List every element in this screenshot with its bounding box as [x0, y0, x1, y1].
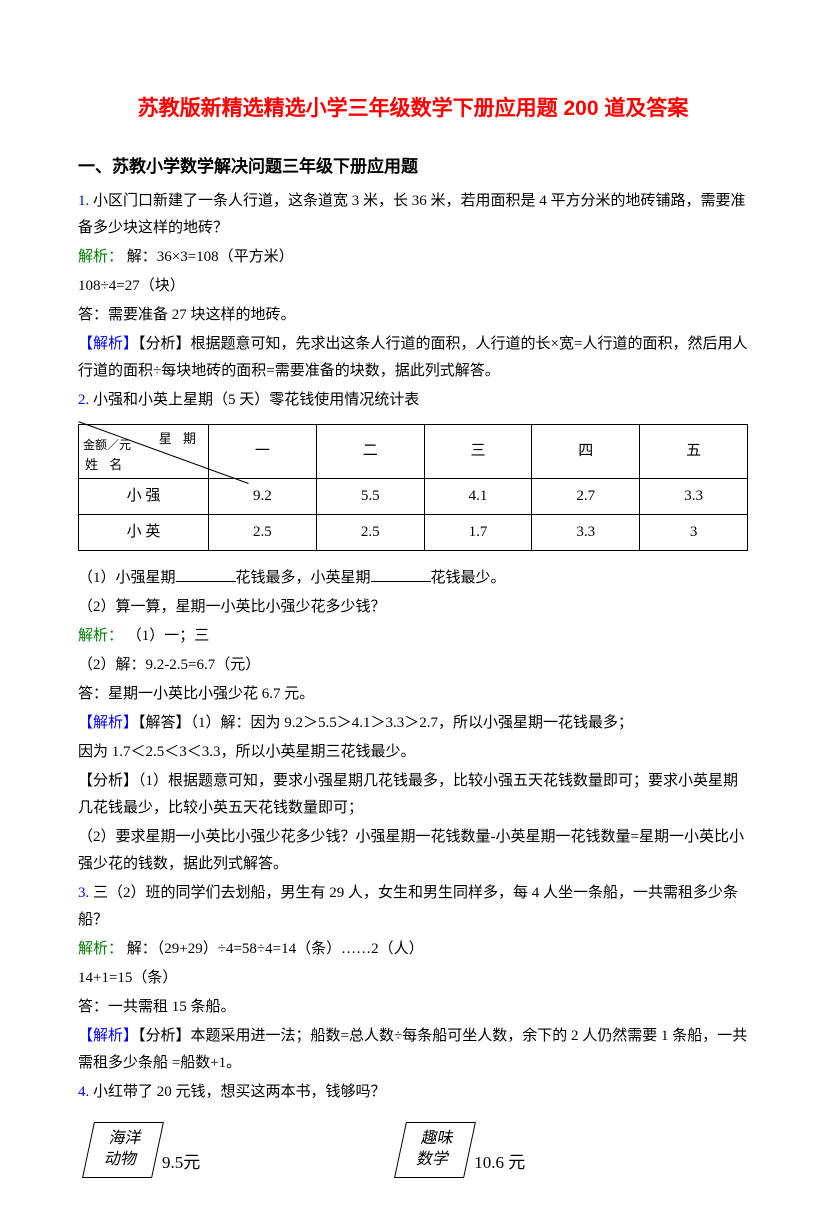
q3-text: 三（2）班的同学们去划船，男生有 29 人，女生和男生同样多，每 4 人坐一条船… [78, 885, 738, 928]
book-line2: 数学 [415, 1150, 451, 1171]
section-heading: 一、苏教小学数学解决问题三年级下册应用题 [78, 152, 748, 183]
row-name: 小 强 [79, 479, 209, 515]
q3-number: 3. [78, 885, 89, 901]
cell: 4.1 [424, 479, 532, 515]
diag-bot: 姓 名 [85, 453, 126, 476]
book-line1: 趣味 [419, 1130, 455, 1151]
q2-explain2: 因为 1.7＜2.5＜3＜3.3，所以小英星期三花钱最少。 [78, 739, 748, 766]
book-icon: 海洋 动物 [82, 1122, 164, 1178]
cell: 2.5 [316, 515, 424, 551]
q2-sub2: （2）算一算，星期一小英比小强少花多少钱？ [78, 594, 748, 621]
blank-field[interactable] [176, 567, 236, 582]
explain-label: 【解析】 [78, 336, 138, 352]
q2-sub1-b: 花钱最多，小英星期 [236, 570, 371, 586]
analysis-label: 解析： [78, 249, 123, 265]
analysis-label: 解析： [78, 628, 123, 644]
q1-step2: 108÷4=27（块） [78, 273, 748, 300]
cell: 2.7 [532, 479, 640, 515]
analysis-label: 解析： [78, 941, 123, 957]
col-header: 一 [209, 425, 317, 479]
q2-ans1: 解析： （1）一；三 [78, 623, 748, 650]
blank-field[interactable] [371, 567, 431, 582]
q1-explain: 【解析】【分析】根据题意可知，先求出这条人行道的面积，人行道的长×宽=人行道的面… [78, 331, 748, 385]
cell: 5.5 [316, 479, 424, 515]
q2-text: 小强和小英上星期（5 天）零花钱使用情况统计表 [93, 392, 419, 408]
q3-answer: 答：一共需租 15 条船。 [78, 994, 748, 1021]
book-item: 海洋 动物 9.5元 [88, 1122, 200, 1178]
q1-text: 小区门口新建了一条人行道，这条道宽 3 米，长 36 米，若用面积是 4 平方分… [78, 193, 746, 236]
explain-label: 【解析】 [78, 715, 138, 731]
page-title: 苏教版新精选精选小学三年级数学下册应用题 200 道及答案 [78, 90, 748, 128]
table-diag-header: 星 期 金额／元 姓 名 [79, 425, 209, 479]
q2-ans2a: （2）解：9.2-2.5=6.7（元） [78, 652, 748, 679]
q3-explain: 【解析】【分析】本题采用进一法；船数=总人数÷每条船可坐人数，余下的 2 人仍然… [78, 1023, 748, 1077]
q2-sub1-c: 花钱最少。 [431, 570, 506, 586]
q1-number: 1. [78, 193, 89, 209]
book-price: 9.5元 [162, 1148, 200, 1179]
q2-number: 2. [78, 392, 89, 408]
explain-label: 【解析】 [78, 1028, 138, 1044]
book-line2: 动物 [103, 1150, 139, 1171]
book-price: 10.6 元 [474, 1148, 525, 1179]
q1-analysis: 解析： 解：36×3=108（平方米） [78, 244, 748, 271]
q1-explain-text: 【分析】根据题意可知，先求出这条人行道的面积，人行道的长×宽=人行道的面积，然后… [78, 336, 747, 379]
q2-explain4: （2）要求星期一小英比小强少花多少钱？小强星期一花钱数量-小英星期一花钱数量=星… [78, 824, 748, 878]
q2-ans1-text: （1）一；三 [127, 628, 210, 644]
table-row: 小 英 2.5 2.5 1.7 3.3 3 [79, 515, 748, 551]
cell: 3.3 [640, 479, 748, 515]
cell: 1.7 [424, 515, 532, 551]
question-2: 2. 小强和小英上星期（5 天）零花钱使用情况统计表 [78, 387, 748, 414]
q3-analysis: 解析： 解：（29+29）÷4=58÷4=14（条）……2（人） [78, 936, 748, 963]
col-header: 四 [532, 425, 640, 479]
col-header: 二 [316, 425, 424, 479]
cell: 9.2 [209, 479, 317, 515]
q3-step1: 解：（29+29）÷4=58÷4=14（条）……2（人） [127, 941, 424, 957]
diag-top: 星 期 [159, 427, 200, 450]
q1-answer: 答：需要准备 27 块这样的地砖。 [78, 302, 748, 329]
col-header: 三 [424, 425, 532, 479]
question-3: 3. 三（2）班的同学们去划船，男生有 29 人，女生和男生同样多，每 4 人坐… [78, 880, 748, 934]
q2-sub1: （1）小强星期 花钱最多，小英星期 花钱最少。 [78, 565, 748, 592]
cell: 3.3 [532, 515, 640, 551]
q2-sub1-a: （1）小强星期 [78, 570, 176, 586]
q4-number: 4. [78, 1084, 89, 1100]
cell: 3 [640, 515, 748, 551]
q2-explain3: 【分析】（1）根据题意可知，要求小强星期几花钱最多，比较小强五天花钱数量即可；要… [78, 768, 748, 822]
q2-ans2b: 答：星期一小英比小强少花 6.7 元。 [78, 681, 748, 708]
table-row: 小 强 9.2 5.5 4.1 2.7 3.3 [79, 479, 748, 515]
books-row: 海洋 动物 9.5元 趣味 数学 10.6 元 [78, 1122, 748, 1178]
statistics-table: 星 期 金额／元 姓 名 一 二 三 四 五 小 强 9.2 5.5 4.1 2… [78, 424, 748, 551]
question-4: 4. 小红带了 20 元钱，想买这两本书，钱够吗？ [78, 1079, 748, 1106]
q2-explain1-text: 【解答】（1）解：因为 9.2＞5.5＞4.1＞3.3＞2.7，所以小强星期一花… [138, 715, 633, 731]
question-1: 1. 小区门口新建了一条人行道，这条道宽 3 米，长 36 米，若用面积是 4 … [78, 188, 748, 242]
q4-text: 小红带了 20 元钱，想买这两本书，钱够吗？ [93, 1084, 386, 1100]
row-name: 小 英 [79, 515, 209, 551]
book-icon: 趣味 数学 [394, 1122, 476, 1178]
cell: 2.5 [209, 515, 317, 551]
q3-explain-text: 【分析】本题采用进一法；船数=总人数÷每条船可坐人数，余下的 2 人仍然需要 1… [78, 1028, 747, 1071]
q1-step1: 解：36×3=108（平方米） [127, 249, 294, 265]
col-header: 五 [640, 425, 748, 479]
book-line1: 海洋 [107, 1130, 143, 1151]
q2-explain1: 【解析】【解答】（1）解：因为 9.2＞5.5＞4.1＞3.3＞2.7，所以小强… [78, 710, 748, 737]
q3-step2: 14+1=15（条） [78, 965, 748, 992]
book-item: 趣味 数学 10.6 元 [400, 1122, 525, 1178]
